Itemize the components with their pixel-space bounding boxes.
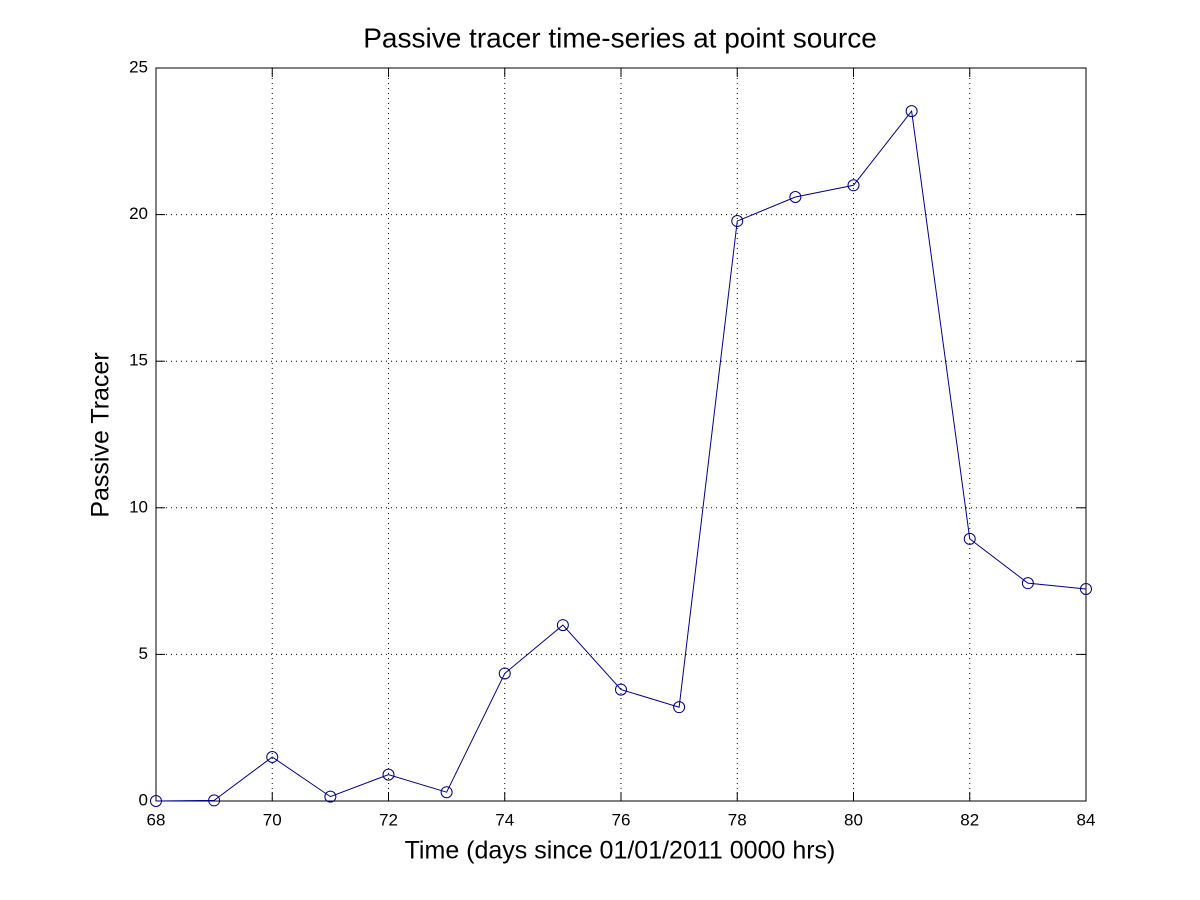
data-point [789,191,802,204]
data-point [266,751,279,764]
data-point [440,786,453,799]
x-tick-label: 82 [960,810,979,829]
data-point [905,105,918,118]
x-tick-label: 70 [263,810,282,829]
x-axis-label: Time (days since 01/01/2011 0000 hrs) [405,837,836,865]
data-point [498,667,511,680]
y-tick-label: 20 [129,204,148,223]
x-tick-label: 74 [495,810,514,829]
plot-area [155,67,1087,802]
x-tick-label: 68 [147,810,166,829]
data-point [382,768,395,781]
y-tick-label: 10 [129,497,148,516]
data-point [963,532,976,545]
data-point [150,795,162,807]
data-point [208,794,221,807]
y-tick-label: 25 [129,57,148,76]
x-tick-label: 84 [1077,810,1096,829]
x-tick-label: 72 [379,810,398,829]
y-tick-label: 5 [139,644,148,663]
data-point [1021,577,1034,590]
data-point [847,179,860,192]
x-tick-label: 80 [844,810,863,829]
data-point [1080,583,1092,596]
chart-title: Passive tracer time-series at point sour… [363,22,877,53]
y-tick-label: 15 [129,351,148,370]
series-line [155,109,1087,802]
y-axis-label: Passive Tracer [87,352,115,517]
y-tick-label: 0 [139,790,148,809]
data-point [615,683,627,696]
x-tick-label: 78 [728,810,747,829]
data-point [673,701,686,714]
data-point [731,215,744,228]
data-point [324,790,337,803]
data-point [556,619,569,632]
x-tick-label: 76 [612,810,631,829]
